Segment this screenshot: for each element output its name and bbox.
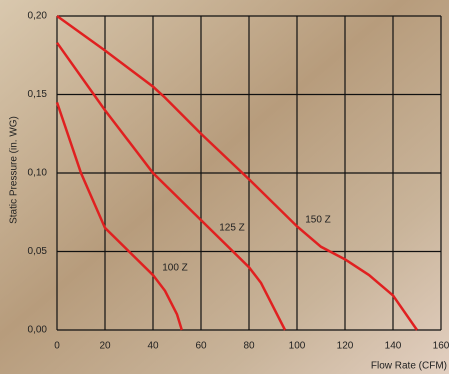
series-label: 150 Z (305, 215, 331, 226)
x-tick-label: 60 (195, 341, 207, 352)
x-tick-label: 80 (243, 341, 255, 352)
y-tick-label: 0,10 (28, 168, 48, 179)
x-tick-label: 40 (147, 341, 159, 352)
series-line (55, 41, 287, 331)
series-label: 125 Z (219, 223, 245, 234)
x-tick-label: 0 (54, 341, 60, 352)
x-tick-label: 160 (433, 341, 449, 352)
y-tick-label: 0,00 (28, 325, 48, 336)
x-tick-label: 120 (337, 341, 354, 352)
y-tick-label: 0,15 (28, 89, 48, 100)
series-label: 100 Z (162, 263, 188, 274)
x-tick-label: 20 (99, 341, 111, 352)
y-tick-label: 0,05 (28, 246, 48, 257)
y-tick-label: 0,20 (28, 11, 48, 22)
x-tick-label: 140 (385, 341, 402, 352)
series-line (55, 101, 183, 331)
x-tick-label: 100 (289, 341, 306, 352)
x-axis-label: Flow Rate (CFM) (371, 361, 447, 372)
y-axis-label: Static Pressure (in. WG) (9, 116, 20, 224)
series-line (56, 14, 419, 331)
